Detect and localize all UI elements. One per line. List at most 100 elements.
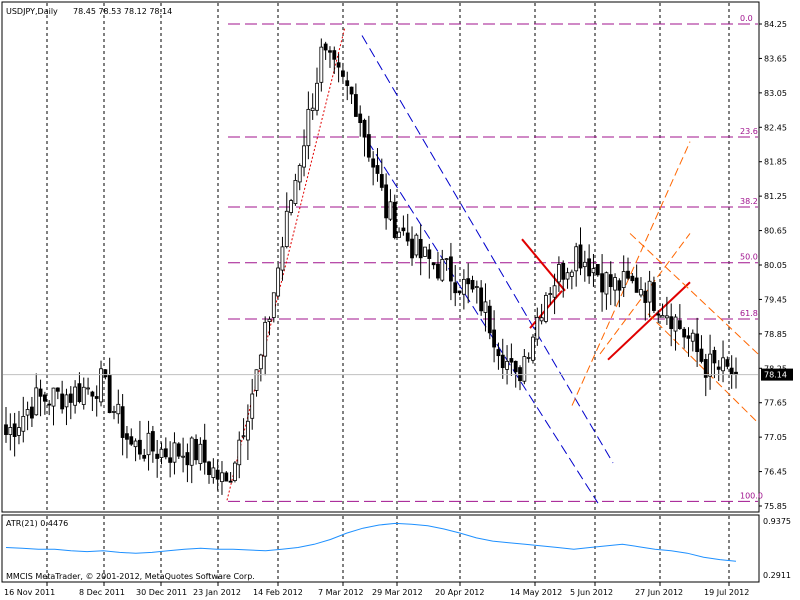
time-tick-label: 29 Mar 2012 [372, 588, 423, 597]
candle-body [375, 165, 380, 174]
candle-body [721, 357, 725, 372]
candle-body [4, 424, 8, 435]
candle-body [60, 393, 65, 410]
candle-body [86, 387, 90, 390]
candle-body [574, 246, 579, 272]
candle-body [535, 317, 540, 340]
candle-body [492, 329, 497, 348]
candle-body [569, 271, 574, 277]
candle-body [712, 350, 717, 364]
candle-body [397, 231, 401, 238]
candle-body [353, 94, 358, 117]
candle-body [716, 366, 721, 370]
candle-body [38, 388, 43, 397]
candle-body [440, 259, 445, 281]
candle-body [466, 278, 471, 285]
candle-body [513, 360, 518, 373]
candle-body [138, 439, 142, 455]
candle-body [155, 453, 160, 459]
candle-body [207, 461, 211, 475]
candle-body [600, 273, 604, 293]
candle-body [103, 369, 108, 378]
candle-body [55, 387, 60, 392]
candle-body [112, 411, 116, 413]
pitch-upper-line [571, 141, 691, 406]
candle-body [284, 210, 289, 248]
candle-body [172, 442, 177, 463]
candle-body [608, 274, 613, 288]
fibo-level-label: 23.6 [740, 127, 758, 136]
time-tick-label: 14 Feb 2012 [253, 588, 303, 597]
candle-body [582, 261, 587, 268]
candle-body [310, 107, 315, 111]
candle-body [21, 415, 26, 432]
candle-body [42, 394, 47, 402]
price-tick-label: 80.05 [764, 261, 787, 270]
candle-body [215, 469, 220, 480]
candle-body [297, 165, 302, 183]
candle-body [345, 80, 350, 86]
candle-body [461, 278, 466, 295]
candlestick-series [4, 38, 738, 495]
candle-body [500, 354, 505, 369]
fibo-level-label: 0.0 [740, 14, 753, 23]
candle-body [496, 349, 501, 357]
candle-body [725, 359, 730, 367]
candle-body [12, 423, 17, 437]
candle-body [703, 359, 708, 378]
candle-body [371, 158, 376, 168]
pitch-down-upper-line [629, 233, 759, 355]
candle-body [531, 336, 535, 361]
time-axis[interactable]: 16 Nov 2011 8 Dec 2011 30 Dec 2011 23 Jan 2… [4, 582, 749, 597]
candle-body [444, 258, 449, 261]
time-tick-label: 5 Jun 2012 [570, 588, 613, 597]
candle-body [293, 180, 298, 205]
candle-body [526, 357, 531, 359]
price-tick-label: 75.85 [764, 502, 787, 511]
candle-body [617, 280, 622, 291]
candle-body [263, 321, 268, 357]
candle-body [224, 472, 229, 482]
candle-body [47, 403, 52, 406]
candle-body [366, 134, 371, 158]
candle-body [591, 268, 596, 274]
candle-body [634, 277, 639, 293]
candle-body [73, 386, 78, 406]
candle-body [436, 263, 440, 279]
candle-body [99, 368, 103, 403]
price-pane[interactable]: 0.0 23.6 38.2 50.0 61.8 100.0 USDJPY,Daily 78… [1, 1, 763, 513]
candle-body [427, 249, 432, 259]
candle-body [189, 437, 194, 466]
candle-body [34, 387, 39, 416]
price-axis[interactable]: 84.25 83.65 83.05 82.45 81.85 81.25 80.65 80.05… [759, 20, 787, 511]
candle-body [664, 315, 669, 319]
candle-body [328, 50, 332, 53]
candle-body [362, 119, 367, 138]
candle-body [414, 234, 419, 256]
vertical-gridlines [46, 3, 730, 511]
candle-body [487, 305, 492, 334]
candle-body [379, 174, 384, 188]
candle-body [159, 448, 164, 458]
candle-body [682, 328, 687, 338]
candle-body [656, 313, 661, 316]
candle-body [457, 290, 462, 294]
wedge-line [607, 281, 691, 361]
copyright-text: MMCIS MetaTrader, © 2001-2012, MetaQuote… [6, 572, 255, 581]
candle-body [652, 282, 656, 311]
fibonacci-retracement[interactable]: 0.0 23.6 38.2 50.0 61.8 100.0 [228, 14, 763, 502]
time-tick-label: 20 Apr 2012 [435, 588, 484, 597]
price-tick-label: 81.25 [764, 192, 787, 201]
candle-body [146, 432, 151, 456]
candle-body [729, 367, 734, 375]
candle-body [548, 293, 553, 296]
candle-body [647, 280, 652, 303]
fibo-level-label: 100.0 [740, 491, 763, 500]
candle-body [604, 272, 609, 295]
atr-pane[interactable]: ATR(21) 0.4476 MMCIS MetaTrader, © 2001-… [1, 514, 760, 583]
candle-body [561, 262, 566, 280]
candle-body [220, 472, 224, 483]
price-pane-border [1, 1, 760, 513]
atr-line [5, 522, 737, 562]
candle-body [241, 435, 246, 438]
